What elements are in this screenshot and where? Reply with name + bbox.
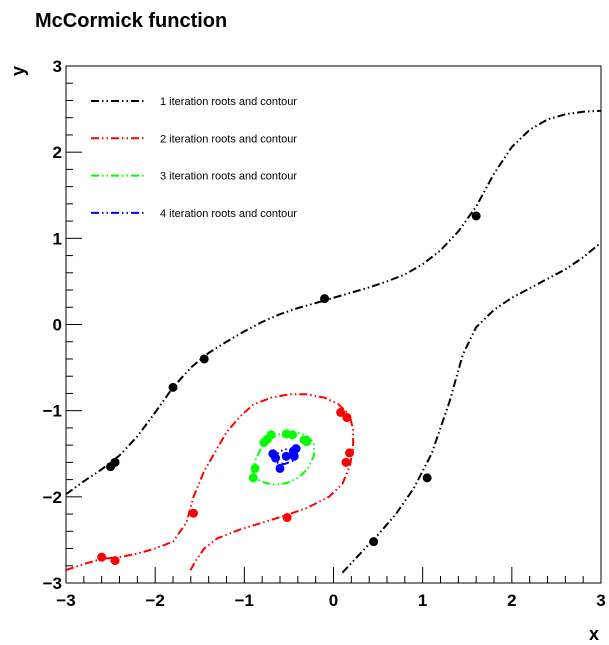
root-point bbox=[302, 437, 312, 447]
contour-line bbox=[65, 393, 355, 574]
legend-item: 2 iteration roots and contour bbox=[91, 133, 297, 145]
y-tick-label: 2 bbox=[53, 143, 62, 162]
series-1 bbox=[65, 109, 602, 574]
contour-line bbox=[341, 241, 602, 574]
x-tick-label: 0 bbox=[329, 591, 338, 610]
root-point bbox=[320, 294, 330, 304]
root-point bbox=[250, 463, 260, 473]
root-point bbox=[266, 430, 276, 440]
x-tick-label: −1 bbox=[235, 591, 254, 610]
root-point bbox=[271, 453, 281, 463]
x-tick-label: −3 bbox=[56, 591, 75, 610]
root-point bbox=[110, 556, 120, 566]
root-point bbox=[97, 552, 107, 562]
root-point bbox=[189, 508, 199, 518]
series-3 bbox=[248, 429, 315, 486]
plot-area: −3 −2 −1 0 1 2 3 −3 −2 −1 0 1 2 3 bbox=[43, 57, 606, 610]
root-point bbox=[287, 430, 297, 440]
root-point bbox=[336, 407, 346, 417]
legend-item: 3 iteration roots and contour bbox=[91, 171, 297, 183]
y-tick-label: 3 bbox=[53, 57, 62, 76]
root-point bbox=[248, 473, 258, 483]
y-tick-label: 0 bbox=[53, 316, 62, 335]
y-tick-label: −3 bbox=[43, 574, 62, 593]
root-point bbox=[199, 354, 209, 364]
contour-line bbox=[65, 109, 602, 496]
root-point bbox=[275, 463, 285, 473]
legend-label: 1 iteration roots and contour bbox=[160, 96, 297, 108]
root-point bbox=[282, 513, 292, 523]
legend-item: 1 iteration roots and contour bbox=[91, 96, 297, 108]
root-point bbox=[289, 451, 299, 461]
x-tick-label: 3 bbox=[596, 591, 605, 610]
x-tick-label: 1 bbox=[418, 591, 427, 610]
y-axis-title: y bbox=[8, 66, 28, 76]
chart-title: McCormick function bbox=[35, 10, 227, 32]
axis-tick-labels: −3 −2 −1 0 1 2 3 −3 −2 −1 0 1 2 3 bbox=[43, 57, 606, 610]
root-point bbox=[341, 457, 351, 467]
root-point bbox=[281, 451, 291, 461]
y-tick-label: 1 bbox=[53, 229, 62, 248]
root-point bbox=[110, 457, 120, 467]
root-point bbox=[291, 444, 301, 454]
legend-item: 4 iteration roots and contour bbox=[91, 208, 297, 220]
legend-label: 3 iteration roots and contour bbox=[160, 171, 297, 183]
root-point bbox=[369, 537, 379, 547]
y-tick-label: −2 bbox=[43, 488, 62, 507]
legend-label: 4 iteration roots and contour bbox=[160, 208, 297, 220]
x-tick-label: −2 bbox=[145, 591, 164, 610]
series-4 bbox=[268, 444, 301, 473]
x-axis-title: x bbox=[589, 624, 599, 644]
root-point bbox=[471, 211, 481, 221]
series-layer bbox=[65, 109, 602, 574]
series-2 bbox=[65, 393, 355, 574]
root-point bbox=[342, 413, 352, 423]
y-tick-label: −1 bbox=[43, 402, 62, 421]
root-point bbox=[422, 473, 432, 483]
axis-ticks bbox=[65, 65, 602, 584]
root-point bbox=[345, 448, 355, 458]
legend-label: 2 iteration roots and contour bbox=[160, 133, 297, 145]
x-tick-label: 2 bbox=[507, 591, 516, 610]
legend: 1 iteration roots and contour 2 iteration… bbox=[91, 96, 297, 220]
root-point bbox=[168, 382, 178, 392]
